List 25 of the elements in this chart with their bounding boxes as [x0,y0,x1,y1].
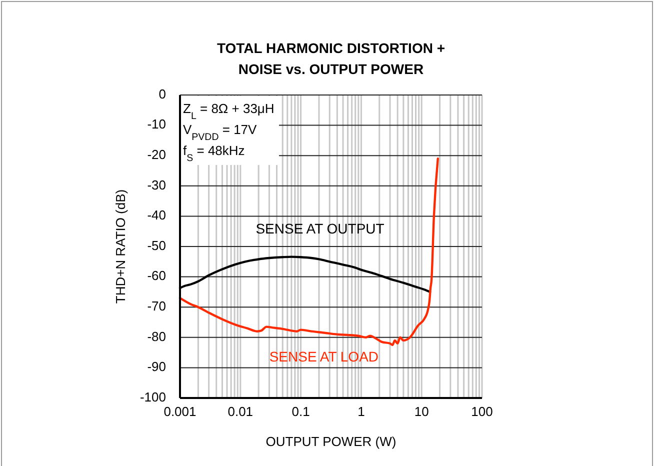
y-tick-label: -90 [147,359,166,374]
series-label: SENSE AT LOAD [269,348,379,365]
annotation: f$_{S}$ = 48kHz [183,143,245,164]
x-tick-label: 1 [358,404,365,419]
y-tick-label: -50 [147,238,166,253]
y-tick-label: -10 [147,116,166,132]
y-axis-title: THD+N RATIO (dB) [113,189,128,304]
y-tick-label: -70 [147,298,166,314]
y-tick-label: -40 [147,208,166,223]
annotation: Z$_{L}$ = 8Ω + 33μH [183,101,274,122]
annotation: V$_{PVDD}$ = 17V [183,122,258,142]
x-tick-label: 10 [414,404,429,419]
y-tick-label: -80 [147,328,166,344]
y-tick-label: 0 [158,86,166,102]
x-tick-label: 100 [471,404,493,419]
chart-title: TOTAL HARMONIC DISTORTION + NOISE vs. OUTPUT POWER [216,40,446,77]
x-tick-label: 0.001 [164,404,196,419]
x-tick-label: 0.1 [292,404,310,419]
y-tick-label: -100 [140,389,166,404]
series-label: SENSE AT OUTPUT [256,220,385,237]
y-tick-label: -20 [147,147,166,162]
x-tick-label: 0.01 [228,404,254,419]
x-axis-title: OUTPUT POWER (W) [266,434,396,449]
y-tick-label: -30 [147,177,166,192]
y-tick-label: -60 [147,268,166,284]
